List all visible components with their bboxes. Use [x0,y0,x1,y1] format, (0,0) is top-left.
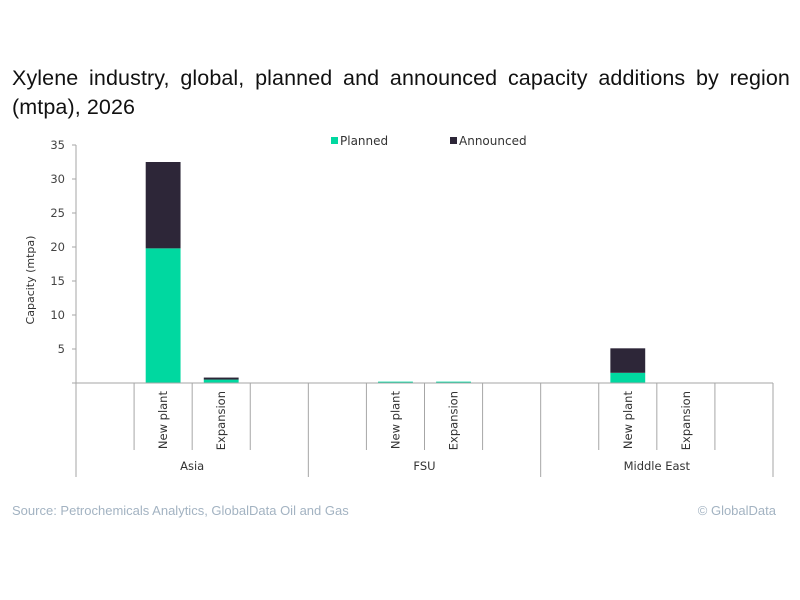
y-axis-title: Capacity (mtpa) [24,236,37,325]
bar-planned [203,379,239,383]
source-note: Source: Petrochemicals Analytics, Global… [12,503,349,518]
category-label: Expansion [447,391,461,450]
y-tick-label: 10 [50,308,65,322]
group-label: FSU [413,459,435,473]
bar-planned [436,381,471,383]
legend-swatch [450,137,457,144]
category-label: New plant [156,391,170,450]
legend: Planned Announced [331,134,527,148]
copyright-note: © GlobalData [697,503,776,518]
group-label: Asia [180,459,204,473]
legend-label: Announced [459,134,527,148]
y-tick-label: 25 [50,206,65,220]
category-label: New plant [388,391,402,450]
y-tick-label: 5 [58,342,65,356]
chart-title: Xylene industry, global, planned and ann… [12,66,790,119]
axes: 5 10 15 20 25 30 35 Asia New plant Expansion FSU Ne… [50,138,774,477]
y-tick-label: 30 [50,172,65,186]
y-tick-label: 35 [50,138,65,152]
bar-planned [378,381,413,383]
legend-label: Planned [340,134,388,148]
y-tick-label: 15 [50,274,65,288]
bar-planned [145,248,181,383]
legend-swatch [331,137,338,144]
category-label: Expansion [679,391,693,450]
bar-announced [145,162,181,249]
bar-announced [203,377,239,380]
bars [145,162,646,383]
group-label: Middle East [624,459,691,473]
bar-planned [610,372,646,383]
y-tick-label: 20 [50,240,65,254]
bar-announced [610,348,646,373]
category-label: Expansion [214,391,228,450]
category-label: New plant [621,391,635,450]
